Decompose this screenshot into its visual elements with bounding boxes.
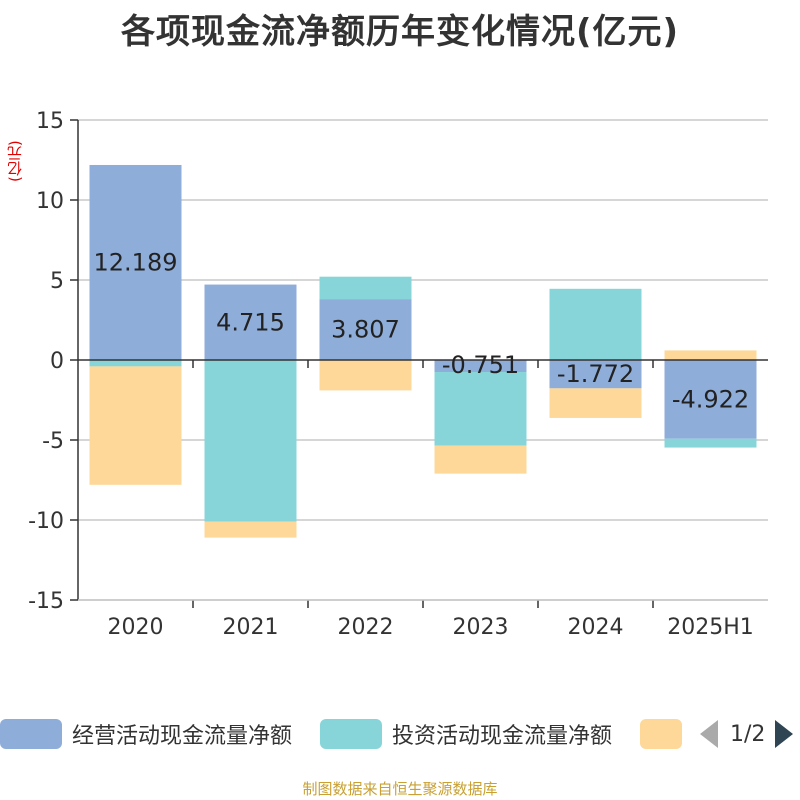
- data-source-note: 制图数据来自恒生聚源数据库: [302, 780, 498, 798]
- y-tick-label: -10: [28, 509, 64, 534]
- data-label-2023: -0.751: [442, 351, 519, 379]
- bar-2025H1-series-1: [664, 438, 757, 448]
- y-tick-label: -15: [28, 589, 64, 614]
- bar-2022-series-2: [319, 360, 412, 391]
- legend-item-operating[interactable]: 经营活动现金流量净额: [0, 716, 292, 752]
- data-label-2020: 12.189: [94, 248, 178, 276]
- legend-prev-icon[interactable]: [700, 720, 718, 748]
- bar-2024-series-1: [549, 288, 642, 360]
- legend-item-third[interactable]: [640, 716, 682, 752]
- bar-2020-series-1: [89, 360, 182, 367]
- bar-2022-series-0: [319, 299, 412, 360]
- data-label-2024: -1.772: [557, 360, 634, 388]
- bar-series: [89, 164, 757, 538]
- y-tick-label: 5: [50, 269, 64, 294]
- x-tick-label: 2023: [453, 615, 509, 640]
- x-tick-label: 2025H1: [667, 615, 754, 640]
- bar-2023-series-1: [434, 372, 527, 446]
- data-label-2025H1: -4.922: [672, 385, 749, 413]
- x-tick-label: 2022: [338, 615, 394, 640]
- legend-item-investing[interactable]: 投资活动现金流量净额: [320, 716, 612, 752]
- data-labels: 12.189 4.715 3.807 -0.751 -1.772 -4.922: [94, 248, 750, 413]
- legend-label-operating: 经营活动现金流量净额: [72, 724, 293, 749]
- axes: 15 10 5 0 -5 -10 -15 2020 2021 2022 2023 2024 2025H1: [28, 109, 768, 640]
- legend-label-investing: 投资活动现金流量净额: [392, 724, 613, 749]
- legend-next-icon[interactable]: [775, 720, 794, 748]
- y-tick-label: 15: [36, 109, 64, 134]
- y-tick-label: 10: [36, 189, 64, 214]
- bar-chart: 15 10 5 0 -5 -10 -15 2020 2021 2022 2023 2024 2025H1…: [28, 109, 768, 640]
- bar-2023-series-2: [434, 445, 527, 474]
- bar-2023-series-0: [434, 360, 527, 373]
- data-label-2022: 3.807: [331, 316, 400, 344]
- x-tick-label: 2021: [223, 615, 279, 640]
- bar-2025H1-series-0: [664, 360, 757, 439]
- data-label-2021: 4.715: [216, 308, 285, 336]
- bar-2020-series-0: [89, 164, 182, 360]
- y-tick-label: 0: [50, 349, 64, 374]
- y-tick-label: -5: [42, 429, 64, 454]
- bar-2025H1-series-2: [664, 350, 757, 360]
- x-tick-label: 2024: [568, 615, 624, 640]
- chart-title: 各项现金流净额历年变化情况(亿元): [120, 12, 680, 52]
- legend-swatch-operating: [0, 719, 62, 749]
- bar-2024-series-2: [549, 388, 642, 418]
- bar-2021-series-2: [204, 521, 297, 538]
- bar-2021-series-0: [204, 284, 297, 360]
- legend-swatch-investing: [320, 719, 382, 749]
- legend: 经营活动现金流量净额 投资活动现金流量净额: [0, 716, 800, 752]
- legend-page-indicator: 1/2: [730, 721, 766, 747]
- legend-swatch-third: [640, 719, 682, 749]
- x-tick-label: 2020: [108, 615, 164, 640]
- bar-2024-series-0: [549, 360, 642, 389]
- bar-2022-series-1: [319, 276, 412, 300]
- bar-2021-series-1: [204, 360, 297, 522]
- legend-pager: 1/2: [700, 716, 794, 752]
- bar-2020-series-2: [89, 366, 182, 485]
